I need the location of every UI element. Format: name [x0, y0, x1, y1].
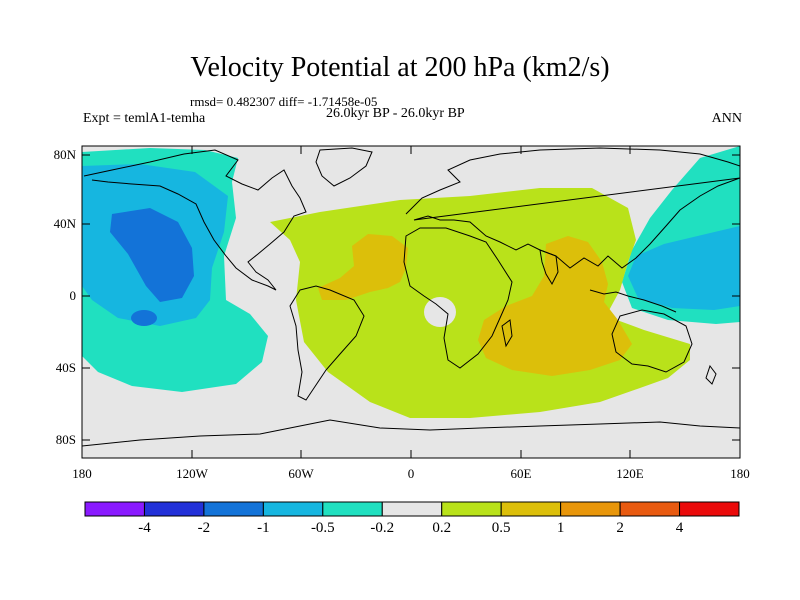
coast-south-america — [289, 285, 365, 401]
lat-label-0: 0 — [69, 288, 77, 303]
contour-gulf-of-guinea-gap — [424, 297, 456, 327]
coastlines — [82, 147, 740, 447]
coast-eurasia — [405, 147, 740, 269]
coast-antarctica — [82, 419, 740, 447]
contour-pacific-minus1-south — [131, 310, 157, 326]
rmsd-diff-stats: rmsd= 0.482307 diff= -1.71458e-05 — [190, 94, 378, 109]
lat-label-40n: 40N — [53, 216, 76, 231]
colorbar-box — [441, 501, 502, 517]
lon-label-120w: 120W — [176, 466, 208, 481]
contour-wpacific-minus05 — [628, 226, 740, 310]
colorbar-label: 1 — [556, 520, 565, 536]
contour-indian-05 — [478, 236, 632, 376]
coast-australia — [611, 309, 693, 373]
colorbar-box — [262, 501, 324, 517]
coast-india — [539, 249, 559, 286]
colorbar-label: -0.5 — [310, 520, 335, 536]
contour-pacific-minus1 — [110, 208, 194, 302]
lat-label-80s: 80S — [55, 432, 76, 447]
coast-africa — [403, 227, 513, 369]
map-plot-area — [82, 146, 740, 458]
colorbar-box — [143, 501, 205, 517]
colorbar-box — [679, 501, 740, 517]
lon-label-60e: 60E — [510, 466, 532, 481]
lon-label-180w: 180 — [72, 466, 92, 481]
colorbar-label: 0.5 — [491, 520, 511, 536]
lon-label-0: 0 — [407, 466, 415, 481]
colorbar-label: -2 — [197, 520, 211, 536]
lon-label-180e: 180 — [730, 466, 750, 481]
period-label: 26.0kyr BP - 26.0kyr BP — [326, 106, 465, 121]
coast-madagascar — [501, 319, 513, 348]
colorbar-label: -4 — [138, 520, 151, 536]
colorbar-box — [560, 501, 621, 517]
coast-greenland — [315, 147, 373, 187]
colorbar-label: -0.2 — [370, 520, 395, 536]
contour-atlantic-05 — [318, 234, 408, 300]
lat-label-80n: 80N — [53, 147, 76, 162]
axis-ticks — [82, 146, 740, 458]
colorbar — [84, 501, 740, 517]
colorbar-label: -1 — [257, 520, 270, 536]
coast-north-america — [83, 149, 307, 291]
colorbar-box — [322, 501, 383, 517]
experiment-label: Expt = temlA1-temha — [83, 111, 206, 126]
colorbar-box — [500, 501, 562, 517]
colorbar-label: 2 — [616, 520, 624, 536]
colorbar-box — [84, 501, 145, 517]
colorbar-box — [381, 501, 443, 517]
colorbar-label: 4 — [675, 520, 684, 536]
lon-label-60w: 60W — [288, 466, 314, 481]
lon-label-120e: 120E — [616, 466, 644, 481]
figure-title: Velocity Potential at 200 hPa (km2/s) — [190, 52, 610, 83]
season-label: ANN — [711, 111, 742, 126]
colorbar-box — [619, 501, 681, 517]
colorbar-label: 0.2 — [432, 520, 452, 536]
lat-label-40s: 40S — [55, 360, 76, 375]
coast-maritime — [589, 289, 677, 313]
colorbar-box — [203, 501, 264, 517]
coast-new-zealand — [705, 364, 717, 385]
